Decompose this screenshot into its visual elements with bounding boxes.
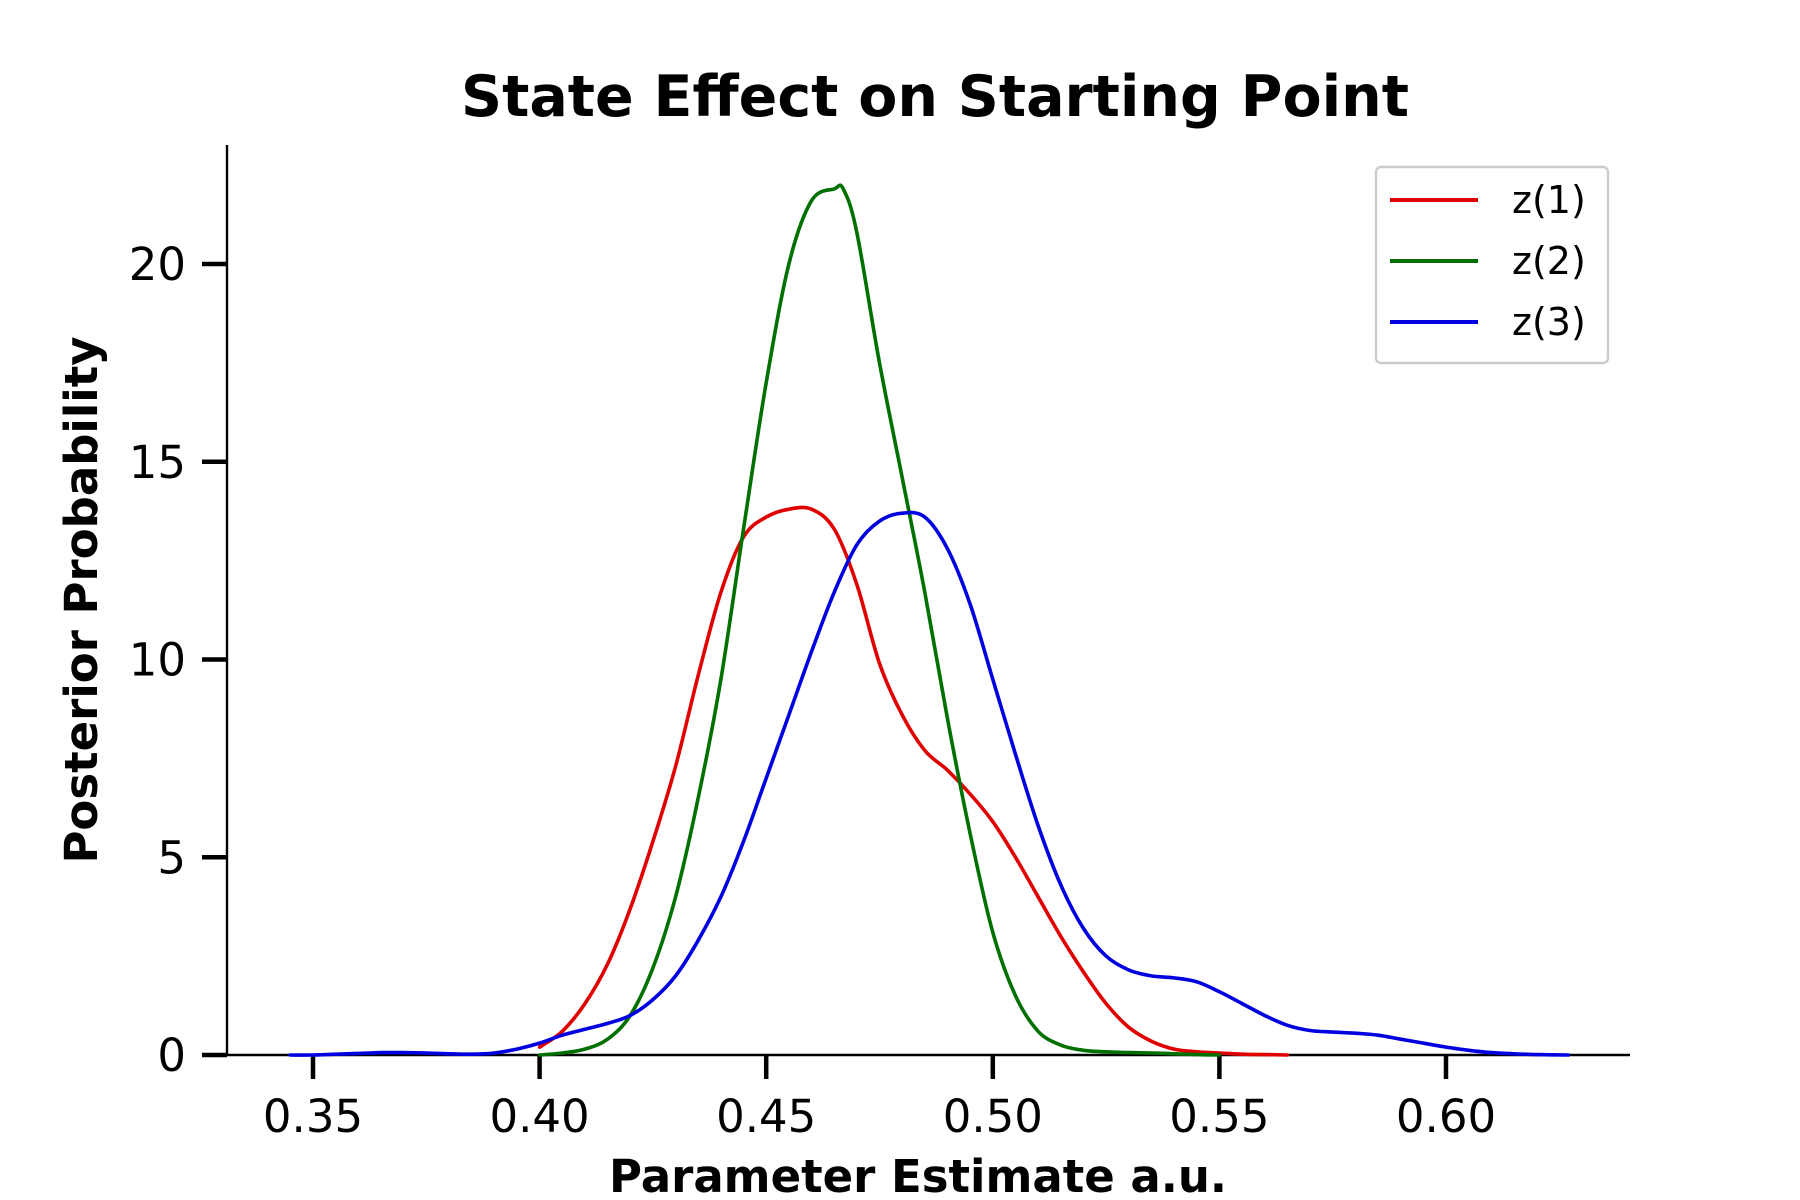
x-tick-label: 0.50 [943, 1090, 1043, 1143]
y-tick-label: 5 [157, 831, 186, 884]
x-tick-label: 0.45 [716, 1090, 816, 1143]
plot-area [288, 183, 1571, 1057]
y-tick-label: 15 [129, 436, 186, 489]
chart-title: State Effect on Starting Point [461, 64, 1409, 130]
legend: z(1) z(2) z(3) [1374, 165, 1610, 365]
legend-label-2: z(2) [1512, 239, 1586, 283]
series-line-3 [288, 510, 1571, 1057]
y-axis-label: Posterior Probability [55, 336, 108, 863]
y-tick-label: 10 [129, 634, 186, 687]
y-tick-label: 20 [129, 238, 186, 291]
x-axis-label: Parameter Estimate a.u. [609, 1150, 1227, 1200]
x-tick-label: 0.40 [489, 1090, 589, 1143]
x-tick-label: 0.55 [1169, 1090, 1269, 1143]
legend-label-1: z(1) [1512, 178, 1586, 222]
series-line-2 [537, 183, 1222, 1057]
axis-ticks: 0.35 0.40 0.45 0.50 0.55 0.60 0 5 10 15 20 [129, 238, 1496, 1143]
x-tick-label: 0.35 [263, 1090, 363, 1143]
x-tick-label: 0.60 [1396, 1090, 1496, 1143]
legend-box [1374, 165, 1610, 365]
y-tick-label: 0 [157, 1029, 186, 1082]
series-line-1 [537, 505, 1290, 1057]
legend-label-3: z(3) [1512, 300, 1586, 344]
